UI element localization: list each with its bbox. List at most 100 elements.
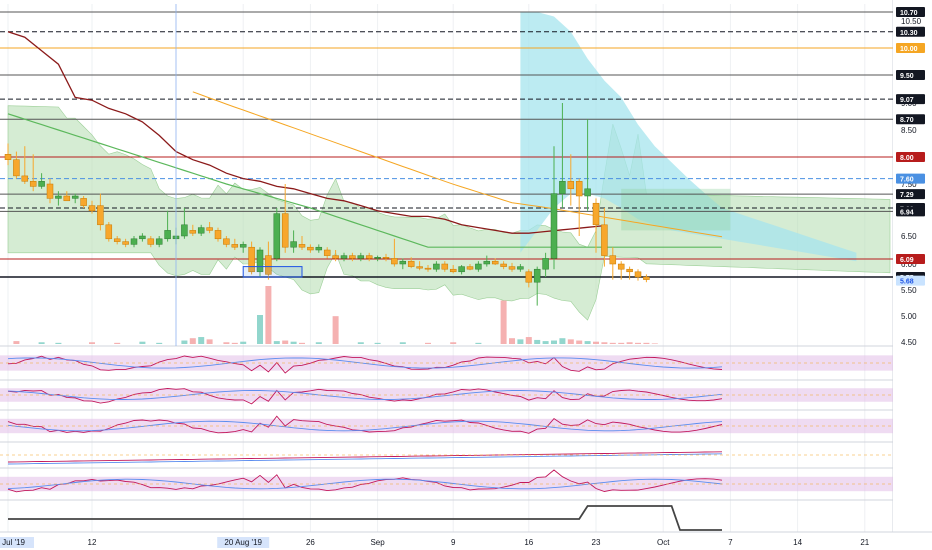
candle[interactable] xyxy=(113,236,121,245)
price-level-tag[interactable]: 9.50 xyxy=(896,70,925,80)
candle[interactable] xyxy=(332,250,339,262)
candle[interactable] xyxy=(517,264,524,272)
candle[interactable] xyxy=(139,233,146,242)
candle[interactable] xyxy=(80,196,87,208)
candle[interactable] xyxy=(181,208,188,239)
candle[interactable] xyxy=(223,236,230,248)
candle[interactable] xyxy=(458,265,465,275)
candle[interactable] xyxy=(617,261,625,280)
candle[interactable] xyxy=(584,119,591,211)
candle[interactable] xyxy=(391,238,398,267)
price-level-tag[interactable]: 8.70 xyxy=(896,114,925,125)
price-level-tag[interactable]: 9.07 xyxy=(896,94,925,105)
candle[interactable] xyxy=(550,146,558,270)
candle[interactable] xyxy=(13,151,20,179)
date-label[interactable]: 12 xyxy=(88,538,97,547)
candle[interactable] xyxy=(441,261,449,272)
candle[interactable] xyxy=(491,258,499,266)
candle[interactable] xyxy=(357,252,365,262)
candle[interactable] xyxy=(38,173,45,189)
candle[interactable] xyxy=(290,230,297,253)
candle[interactable] xyxy=(46,178,54,204)
price-level-tag[interactable]: 6.09 xyxy=(896,253,925,264)
date-label[interactable]: 7 xyxy=(728,538,733,547)
candle[interactable] xyxy=(323,247,331,259)
date-label[interactable]: 20 Aug '19 xyxy=(217,537,270,548)
candle[interactable] xyxy=(130,236,138,248)
candle[interactable] xyxy=(399,258,407,270)
candle[interactable] xyxy=(206,222,213,234)
candle[interactable] xyxy=(483,255,491,267)
date-label[interactable]: 9 xyxy=(451,538,456,547)
horizontal-levels[interactable] xyxy=(0,11,893,278)
date-label[interactable]: 14 xyxy=(793,538,802,547)
annotations[interactable] xyxy=(175,4,303,346)
candle[interactable] xyxy=(265,241,272,280)
price-pane[interactable] xyxy=(0,4,893,346)
candle[interactable] xyxy=(231,238,239,250)
candle[interactable] xyxy=(567,154,575,206)
candle[interactable] xyxy=(97,193,104,231)
candle[interactable] xyxy=(525,269,533,288)
date-label[interactable]: 16 xyxy=(524,538,533,547)
candle[interactable] xyxy=(239,241,247,253)
price-level-tag[interactable]: 7.60 xyxy=(896,173,925,184)
candle[interactable] xyxy=(475,261,482,272)
candle[interactable] xyxy=(500,261,507,270)
candle[interactable] xyxy=(340,252,348,262)
candle[interactable] xyxy=(21,146,29,184)
candle[interactable] xyxy=(29,154,37,192)
date-label[interactable]: 17 Jul '19 xyxy=(0,537,34,548)
date-label[interactable]: 21 xyxy=(860,538,869,547)
candle[interactable] xyxy=(433,261,440,272)
candle[interactable] xyxy=(508,262,516,272)
date-label[interactable]: Oct xyxy=(657,538,670,547)
candle[interactable] xyxy=(122,238,129,248)
candle[interactable] xyxy=(71,193,79,204)
candle[interactable] xyxy=(609,247,617,280)
candle[interactable] xyxy=(466,264,474,271)
candle[interactable] xyxy=(189,224,197,236)
candles[interactable] xyxy=(4,103,650,306)
candle[interactable] xyxy=(542,252,549,277)
candle[interactable] xyxy=(307,244,314,253)
candle[interactable] xyxy=(63,191,71,202)
price-level-tag[interactable]: 7.29 xyxy=(896,189,925,200)
candle[interactable] xyxy=(298,236,306,250)
candle[interactable] xyxy=(273,208,281,262)
time-axis[interactable]: 17 Jul '19 12 20 Aug '19 26 Sep 9 16 23 Oct 7 14 21 xyxy=(0,531,932,550)
candle[interactable] xyxy=(643,274,650,283)
pane-5[interactable]: 40.0050.00 xyxy=(0,469,925,495)
candle[interactable] xyxy=(424,265,432,272)
candle[interactable] xyxy=(214,227,222,242)
candle[interactable] xyxy=(248,241,255,275)
candle[interactable] xyxy=(634,269,642,281)
candle[interactable] xyxy=(533,266,541,306)
candle[interactable] xyxy=(281,184,289,253)
candle[interactable] xyxy=(449,265,457,274)
candle[interactable] xyxy=(164,210,171,242)
candle[interactable] xyxy=(256,247,264,277)
price-level-tag[interactable]: 10.30 xyxy=(896,26,925,37)
candle[interactable] xyxy=(55,191,62,206)
candle[interactable] xyxy=(592,198,600,253)
date-label[interactable]: 26 xyxy=(306,538,315,547)
price-level-tag[interactable]: 10.70 xyxy=(896,7,925,17)
candle[interactable] xyxy=(365,252,373,262)
candle[interactable] xyxy=(315,244,323,253)
candle[interactable] xyxy=(197,224,205,236)
price-level-tag[interactable]: 5.68 xyxy=(896,275,925,286)
candle[interactable] xyxy=(349,252,356,262)
candle[interactable] xyxy=(105,222,113,242)
price-level-tag[interactable]: 10.00 xyxy=(896,43,925,53)
price-level-tag[interactable]: 6.94 xyxy=(896,206,925,217)
candle[interactable] xyxy=(4,143,12,166)
candle[interactable] xyxy=(147,236,155,248)
candle[interactable] xyxy=(601,208,608,267)
candle[interactable] xyxy=(575,178,583,236)
candle[interactable] xyxy=(407,257,415,269)
date-label[interactable]: Sep xyxy=(370,538,385,547)
price-axis[interactable]: 10.509.008.507.506.506.005.505.004.5010.… xyxy=(893,0,932,550)
